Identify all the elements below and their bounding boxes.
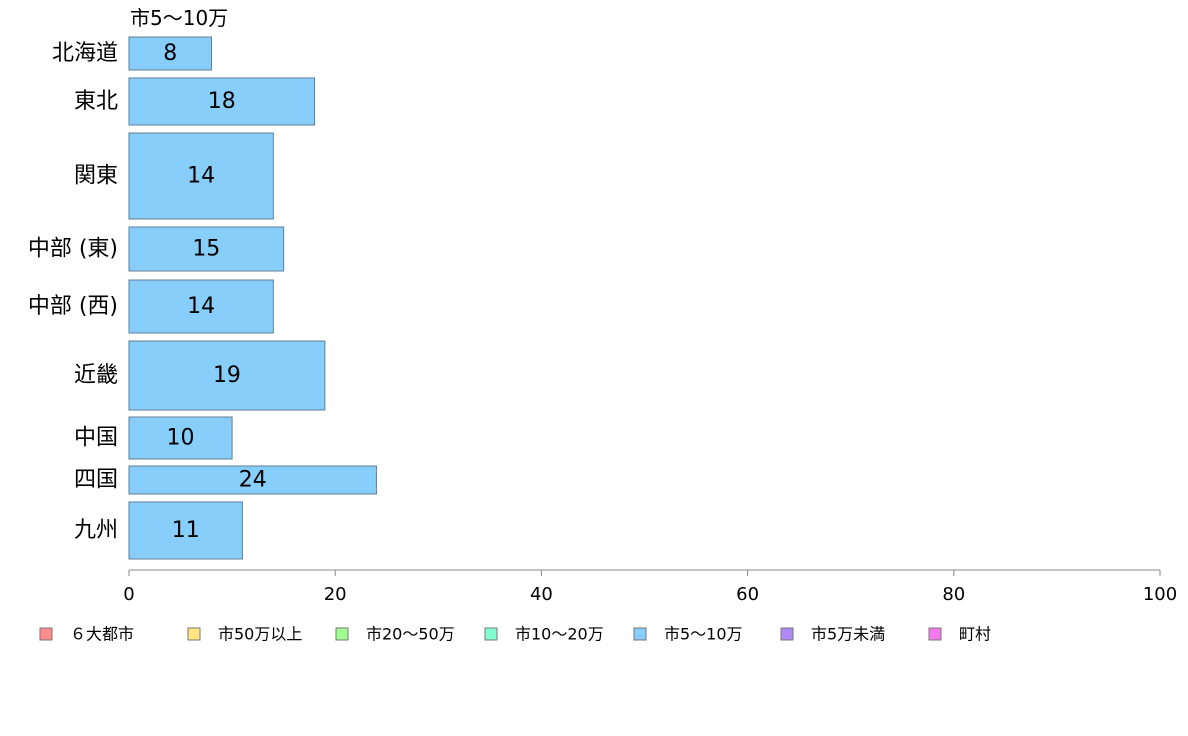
category-label: 中部 (東) xyxy=(28,237,118,262)
x-tick-label: 80 xyxy=(942,584,965,605)
x-tick-label: 20 xyxy=(324,584,347,605)
legend-label: ６大都市 xyxy=(70,625,134,644)
bar-8 xyxy=(128,465,377,495)
legend-swatch xyxy=(484,627,498,641)
legend-swatch xyxy=(187,627,201,641)
x-tick-label: 0 xyxy=(123,584,134,605)
legend-swatch xyxy=(335,627,349,641)
bar-1 xyxy=(128,36,212,71)
legend-label: 市50万以上 xyxy=(218,625,302,644)
bar-3 xyxy=(128,132,274,220)
data-label: 14 xyxy=(187,294,215,319)
bar-6 xyxy=(128,340,326,411)
legend-swatch xyxy=(633,627,647,641)
legend-swatch xyxy=(39,627,53,641)
legend-label: 市10〜20万 xyxy=(515,625,604,644)
bar-7 xyxy=(128,416,233,460)
data-label: 11 xyxy=(172,518,200,543)
category-label: 中国 xyxy=(74,426,118,451)
category-label: 近畿 xyxy=(74,363,118,388)
data-label: 10 xyxy=(167,426,195,451)
x-tick-label: 40 xyxy=(530,584,553,605)
category-label: 北海道 xyxy=(52,41,118,66)
legend-label: 町村 xyxy=(959,625,991,644)
data-label: 8 xyxy=(163,41,177,66)
data-label: 15 xyxy=(192,237,220,262)
x-tick-label: 100 xyxy=(1143,584,1177,605)
bars-group: 北海道 8 東北 18 関東 14 中部 (東) 15 中部 (西) 14 近畿 19 中国 10 四国 24… xyxy=(28,36,377,560)
category-label: 九州 xyxy=(74,518,118,543)
bar-9 xyxy=(128,501,243,560)
data-label: 14 xyxy=(187,164,215,189)
category-label: 東北 xyxy=(74,89,118,114)
category-label: 関東 xyxy=(74,164,118,189)
category-label: 中部 (西) xyxy=(28,294,118,319)
legend: ６大都市 市50万以上 市20〜50万 市10〜20万 市5〜10万 市5万未満 町村 xyxy=(39,625,991,644)
x-tick-label: 60 xyxy=(736,584,759,605)
chart-title: 市5〜10万 xyxy=(130,6,228,30)
bar-4 xyxy=(128,226,285,272)
legend-label: 市5〜10万 xyxy=(664,625,743,644)
x-axis: 0 20 40 60 80 100 xyxy=(123,569,1177,605)
bar-2 xyxy=(128,77,316,126)
legend-swatch xyxy=(780,627,794,641)
data-label: 19 xyxy=(213,363,241,388)
legend-label: 市20〜50万 xyxy=(366,625,455,644)
data-label: 24 xyxy=(239,468,267,493)
category-label: 四国 xyxy=(74,468,118,493)
legend-label: 市5万未満 xyxy=(811,625,885,644)
bar-5 xyxy=(128,279,274,334)
data-label: 18 xyxy=(208,89,236,114)
legend-swatch xyxy=(928,627,942,641)
